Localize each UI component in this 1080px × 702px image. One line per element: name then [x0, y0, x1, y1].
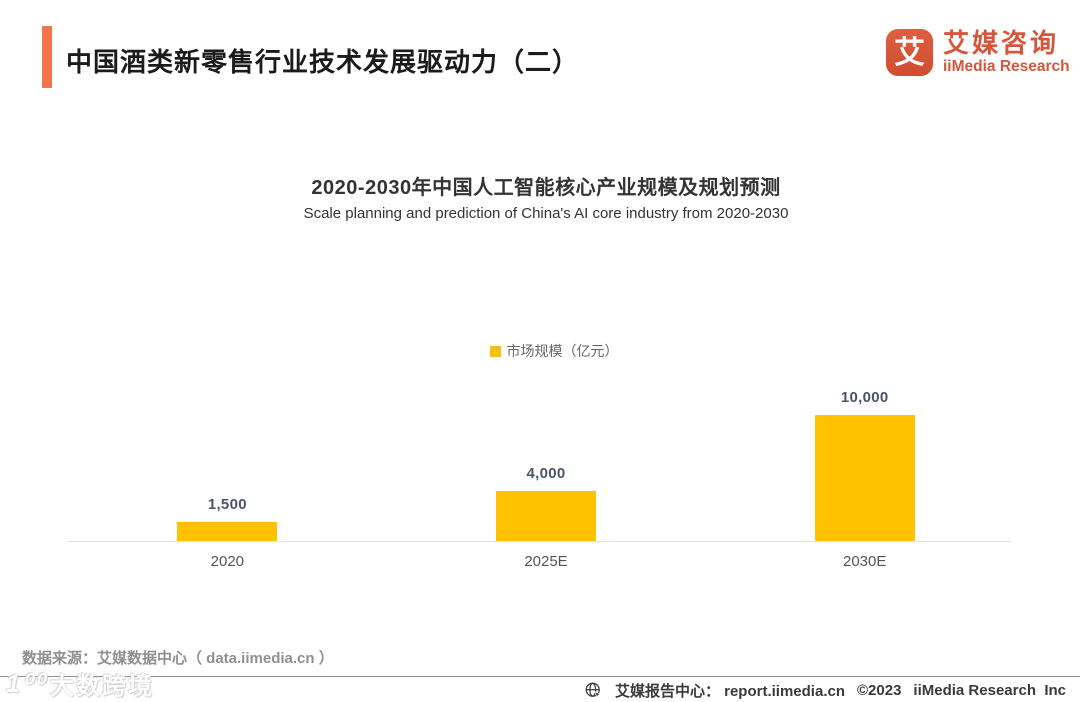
data-source: 数据来源：艾媒数据中心（ data.iimedia.cn ） [22, 650, 334, 667]
iimedia-logo: 艾 艾媒咨询 iiMedia Research [886, 29, 1070, 77]
bar [496, 491, 596, 541]
footer-divider [0, 676, 1080, 677]
x-axis-label: 2020 [210, 553, 245, 570]
watermark: 1⁰⁰ 大数跨境 [6, 666, 154, 701]
footer-copyright: ©2023 [857, 682, 902, 699]
x-axis-line [68, 541, 1011, 542]
page-title: 中国酒类新零售行业技术发展驱动力（二） [66, 47, 580, 77]
logo-name-cn: 艾媒咨询 [943, 28, 1060, 58]
bar [177, 522, 278, 541]
bar-group: 1,500 [68, 496, 387, 541]
bar-value-label: 1,500 [207, 496, 247, 513]
bar [814, 415, 915, 541]
bar-group: 4,000 [387, 465, 706, 541]
chart-title: 2020-2030年中国人工智能核心产业规模及规划预测 [311, 177, 781, 199]
globe-cursor-icon [585, 682, 602, 699]
bar-value-label: 10,000 [840, 389, 889, 406]
x-axis-label: 2025E [524, 553, 568, 570]
legend-label: 市场规模（亿元） [506, 343, 619, 359]
logo-name-en: iiMedia Research [943, 57, 1070, 75]
bar-group: 10,000 [705, 389, 1024, 541]
bar-value-label: 4,000 [526, 465, 566, 482]
iimedia-logo-icon: 艾 [886, 29, 933, 77]
chart-subtitle: Scale planning and prediction of China's… [303, 205, 789, 222]
x-axis-labels: 2020 2025E 2030E [68, 553, 1024, 570]
bar-chart-plot: 1,500 4,000 10,000 [68, 380, 1024, 541]
title-accent-bar [42, 26, 52, 88]
footer-company: iiMedia Research Inc [913, 682, 1066, 699]
x-axis-label: 2030E [842, 553, 887, 570]
footer-report-center: 艾媒报告中心： report.iimedia.cn [614, 683, 845, 700]
chart-legend: 市场规模（亿元） [14, 341, 1080, 361]
watermark-logo: 1⁰⁰ [6, 669, 46, 698]
logo-text: 艾媒咨询 iiMedia Research [943, 29, 1070, 76]
watermark-text: 大数跨境 [49, 673, 154, 700]
legend-swatch [489, 345, 501, 357]
logo-icon-glyph: 艾 [894, 35, 925, 71]
footer: 艾媒报告中心： report.iimedia.cn ©2023 iiMedia … [584, 680, 1066, 701]
